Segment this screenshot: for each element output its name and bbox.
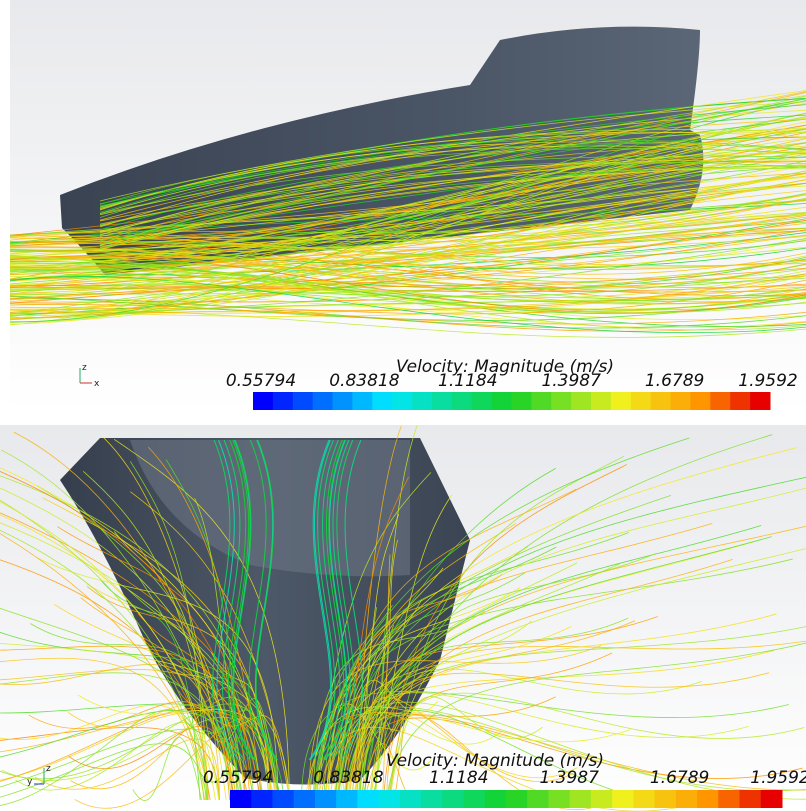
colorbar-swatch: [690, 392, 710, 410]
colorbar-swatch: [718, 790, 740, 808]
colorbar-swatch: [651, 392, 671, 410]
colorbar-swatch: [333, 392, 353, 410]
colorbar-swatch: [571, 392, 591, 410]
colorbar-swatch: [633, 790, 655, 808]
colorbar-swatch: [570, 790, 592, 808]
colorbar-swatch: [655, 790, 677, 808]
colorbar-swatch: [591, 392, 611, 410]
colorbar-swatch: [591, 790, 613, 808]
colorbar-swatch: [676, 790, 698, 808]
colorbar-swatch: [294, 790, 316, 808]
colorbar-swatch: [357, 790, 379, 808]
colorbar-swatch: [548, 790, 570, 808]
colorbar-tick-label: 0.55794: [203, 768, 273, 788]
colorbar-swatch: [492, 392, 512, 410]
colorbar-swatch: [527, 790, 549, 808]
colorbar-tick-label: 1.3987: [541, 371, 601, 391]
colorbar-swatch: [730, 392, 750, 410]
colorbar-swatch: [251, 790, 273, 808]
colorbar-tick-label: 0.83818: [313, 768, 383, 788]
colorbar-swatch: [421, 790, 443, 808]
colorbar-swatch: [612, 790, 634, 808]
colorbar-swatch: [230, 790, 252, 808]
colorbar-swatch: [485, 790, 507, 808]
colorbar-swatch: [412, 392, 432, 410]
colorbar-tick-label: 0.55794: [226, 371, 296, 391]
screenshot: z x z y Velocity: Magnitude (m/s) 0.5579…: [0, 0, 806, 811]
colorbar-swatch: [273, 392, 293, 410]
colorbar-tick-label: 1.1184: [429, 768, 488, 788]
colorbar-tick-label: 1.3987: [539, 768, 599, 788]
axis-label: y: [27, 777, 33, 787]
colorbar-swatch: [313, 392, 333, 410]
axis-label: z: [46, 764, 51, 774]
colorbar-tick-label: 0.83818: [329, 371, 399, 391]
colorbar-swatch: [740, 790, 762, 808]
colorbar-swatch: [631, 392, 651, 410]
colorbar-swatch: [512, 392, 532, 410]
colorbar-swatch: [452, 392, 472, 410]
colorbar-swatch: [611, 392, 631, 410]
colorbar-tick-label: 1.9592: [738, 371, 797, 391]
colorbar-swatch: [336, 790, 358, 808]
colorbar-swatch: [506, 790, 528, 808]
colorbar-swatch: [392, 392, 412, 410]
colorbar-swatch: [372, 392, 392, 410]
colorbar-swatch: [551, 392, 571, 410]
colorbar-tick-label: 1.6789: [650, 768, 709, 788]
colorbar-swatch: [315, 790, 337, 808]
axis-label: z: [82, 363, 87, 373]
colorbar-swatch: [432, 392, 452, 410]
colorbar-swatch: [697, 790, 719, 808]
colorbar-swatch: [531, 392, 551, 410]
axis-label: x: [94, 379, 100, 389]
colorbar-swatch: [710, 392, 730, 410]
colorbar-swatch: [472, 392, 492, 410]
colorbar-swatch: [464, 790, 486, 808]
colorbar-tick-label: 1.9592: [750, 768, 806, 788]
colorbar-tick-label: 1.1184: [438, 371, 497, 391]
colorbar-swatch: [352, 392, 372, 410]
colorbar-swatch: [761, 790, 783, 808]
colorbar-swatch: [272, 790, 294, 808]
colorbar-swatch: [671, 392, 691, 410]
colorbar-swatch: [293, 392, 313, 410]
colorbar-swatch: [253, 392, 273, 410]
colorbar-tick-label: 1.6789: [645, 371, 704, 391]
colorbar-swatch: [750, 392, 770, 410]
colorbar-swatch: [379, 790, 401, 808]
colorbar-swatch: [442, 790, 464, 808]
colorbar-swatch: [400, 790, 422, 808]
